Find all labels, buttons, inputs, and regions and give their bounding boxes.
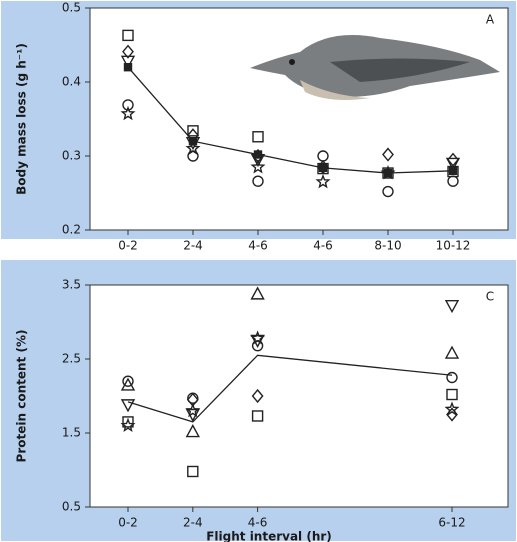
marker [185, 402, 201, 418]
y-tick-label: 1.5 [62, 426, 81, 440]
y-tick-label: 0.3 [62, 149, 81, 163]
marker [120, 377, 136, 391]
x-tick-label: 2-4 [183, 516, 203, 530]
marker [122, 29, 134, 42]
marker [186, 392, 199, 407]
marker [251, 388, 264, 404]
x-tick-label: 2-4 [183, 239, 203, 253]
marker [444, 300, 460, 314]
marker [446, 407, 458, 422]
marker [252, 131, 264, 143]
marker [382, 147, 394, 162]
x-axis-label: Flight interval (hr) [206, 530, 332, 542]
marker [250, 286, 265, 300]
marker [188, 136, 198, 146]
x-tick-label: 8-10 [374, 239, 401, 253]
marker [252, 175, 264, 187]
plot-area [89, 7, 509, 231]
plot-area [89, 284, 509, 508]
marker [122, 44, 134, 59]
marker [122, 99, 134, 111]
marker [120, 417, 136, 433]
marker [187, 465, 199, 478]
mean-line [127, 66, 454, 174]
y-tick-label: 0.5 [62, 500, 81, 514]
y-tick-label: 2.5 [62, 352, 81, 366]
marker [120, 55, 136, 69]
x-tick-label: 0-2 [118, 516, 138, 530]
marker [446, 388, 458, 401]
x-tick-label: 6-12 [438, 516, 465, 530]
marker [444, 401, 460, 416]
marker [120, 399, 136, 413]
mean-line [127, 354, 453, 423]
panel-label: C [486, 290, 494, 304]
y-tick-label: 0.5 [62, 1, 81, 15]
marker [318, 163, 328, 173]
bird-image [250, 35, 500, 100]
marker [447, 175, 459, 187]
x-tick-label: 4-6 [248, 239, 268, 253]
marker [446, 371, 458, 384]
marker [120, 105, 136, 121]
marker [123, 63, 133, 72]
marker [250, 159, 266, 174]
marker [444, 345, 460, 359]
y-axis-label: Body mass loss (g h⁻¹) [15, 43, 29, 195]
y-axis-label: Protein content (%) [15, 330, 29, 463]
marker [251, 410, 264, 422]
marker [317, 150, 329, 162]
marker [315, 173, 331, 189]
marker [122, 375, 134, 387]
marker [187, 125, 199, 137]
panel-label: A [486, 13, 495, 27]
y-tick-label: 3.5 [62, 278, 81, 292]
marker [185, 140, 201, 156]
x-tick-label: 4-6 [248, 516, 268, 530]
marker [253, 150, 263, 159]
marker [382, 185, 394, 198]
marker [383, 168, 393, 178]
x-tick-label: 10-12 [436, 239, 471, 253]
marker [122, 416, 134, 428]
y-tick-label: 0.2 [62, 223, 81, 237]
marker [445, 157, 461, 171]
marker [250, 330, 266, 345]
x-tick-label: 4-6 [313, 239, 333, 253]
marker [185, 424, 200, 438]
y-tick-label: 0.4 [62, 75, 81, 89]
x-tick-label: 0-2 [118, 239, 138, 253]
marker [448, 166, 458, 176]
